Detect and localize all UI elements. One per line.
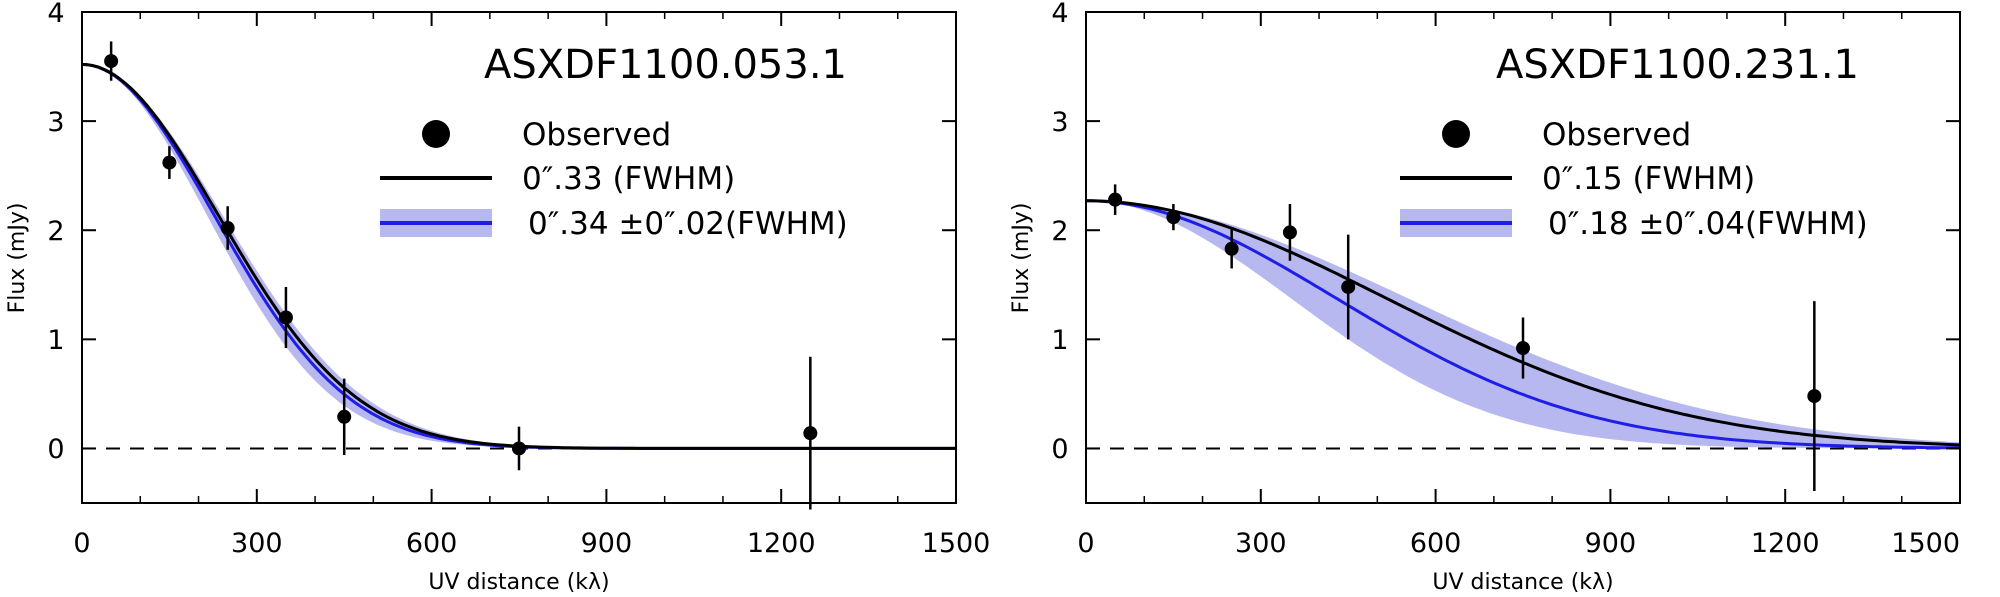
x-axis-label: UV distance (kλ) xyxy=(428,570,609,595)
y-tick-label: 4 xyxy=(47,0,64,29)
y-tick-label: 3 xyxy=(1051,107,1068,138)
panel-left-title: ASXDF1100.053.1 xyxy=(484,42,847,88)
y-axis-label: Flux (mJy) xyxy=(5,203,30,314)
y-tick-label: 0 xyxy=(1051,434,1068,465)
panel-left-tick-labels: 0 300 600 900 1200 1500 0 1 2 3 4 xyxy=(47,0,990,559)
y-tick-label: 1 xyxy=(47,325,64,356)
panel-left-band-layer xyxy=(82,64,956,449)
x-tick-label: 900 xyxy=(581,528,633,559)
x-tick-label: 0 xyxy=(1077,528,1094,559)
observed-point xyxy=(220,221,235,236)
y-tick-label: 2 xyxy=(47,216,64,247)
observed-point xyxy=(1166,210,1181,225)
legend-model-label: 0″.33 (FWHM) xyxy=(522,161,735,197)
x-axis-label: UV distance (kλ) xyxy=(1432,570,1613,595)
panel-right-band-layer xyxy=(1086,200,1960,449)
model-curve-line xyxy=(81,62,956,450)
panel-left-legend: Observed 0″.33 (FWHM) 0″.34 ±0″.02(FWHM) xyxy=(380,117,848,242)
x-tick-label: 600 xyxy=(406,528,458,559)
x-tick-label: 300 xyxy=(231,528,283,559)
observed-point xyxy=(512,441,526,456)
observed-point xyxy=(1108,192,1123,207)
observed-point xyxy=(1282,225,1297,240)
legend-observed-marker xyxy=(422,120,450,148)
fit-uncertainty-band xyxy=(1086,200,1960,449)
observed-point xyxy=(278,310,293,325)
fit-curve-line xyxy=(81,62,956,450)
observed-point xyxy=(1516,341,1530,356)
fit-uncertainty-band xyxy=(82,64,956,449)
panel-right-tick-labels: 0 300 600 900 1200 1500 0 1 2 3 4 xyxy=(1051,0,1960,559)
x-tick-label: 900 xyxy=(1585,528,1637,559)
observed-point xyxy=(1341,279,1356,294)
panel-right-frame xyxy=(1085,11,1961,504)
observed-point xyxy=(803,426,818,441)
panel-left-points-layer xyxy=(104,41,818,510)
x-tick-label: 1500 xyxy=(922,528,991,559)
observed-point xyxy=(162,155,177,170)
y-tick-label: 0 xyxy=(47,434,64,465)
x-tick-label: 1500 xyxy=(1891,528,1960,559)
observed-point xyxy=(104,54,119,69)
y-tick-label: 2 xyxy=(1051,216,1068,247)
panel-right-legend: Observed 0″.15 (FWHM) 0″.18 ±0″.04(FWHM) xyxy=(1400,117,1868,242)
panel-right-points-layer xyxy=(1108,184,1822,491)
x-tick-label: 1200 xyxy=(747,528,816,559)
x-tick-label: 0 xyxy=(73,528,90,559)
y-tick-label: 1 xyxy=(1051,325,1068,356)
y-tick-label: 3 xyxy=(47,107,64,138)
y-tick-label: 4 xyxy=(1051,0,1068,29)
legend-observed-label: Observed xyxy=(1542,117,1691,153)
panel-left-ticks-layer xyxy=(81,11,957,503)
panel-left-frame xyxy=(81,11,957,504)
panel-right-title: ASXDF1100.231.1 xyxy=(1496,42,1859,88)
observed-point xyxy=(337,409,352,424)
panel-left: 0 300 600 900 1200 1500 0 1 2 3 4 UV dis… xyxy=(5,0,990,595)
panel-right: 0 300 600 900 1200 1500 0 1 2 3 4 UV dis… xyxy=(1009,0,1961,595)
y-axis-label: Flux (mJy) xyxy=(1009,203,1034,314)
observed-point xyxy=(1807,389,1822,404)
x-tick-label: 1200 xyxy=(1751,528,1820,559)
x-tick-label: 300 xyxy=(1235,528,1287,559)
legend-fit-label: 0″.18 ±0″.04(FWHM) xyxy=(1548,206,1868,242)
legend-model-label: 0″.15 (FWHM) xyxy=(1542,161,1755,197)
panel-left-curve-layer xyxy=(81,62,956,450)
legend-observed-marker xyxy=(1442,120,1470,148)
panel-right-ticks-layer xyxy=(1085,11,1961,503)
observed-point xyxy=(1224,241,1239,256)
x-tick-label: 600 xyxy=(1410,528,1462,559)
legend-fit-label: 0″.34 ±0″.02(FWHM) xyxy=(528,206,848,242)
legend-observed-label: Observed xyxy=(522,117,671,153)
